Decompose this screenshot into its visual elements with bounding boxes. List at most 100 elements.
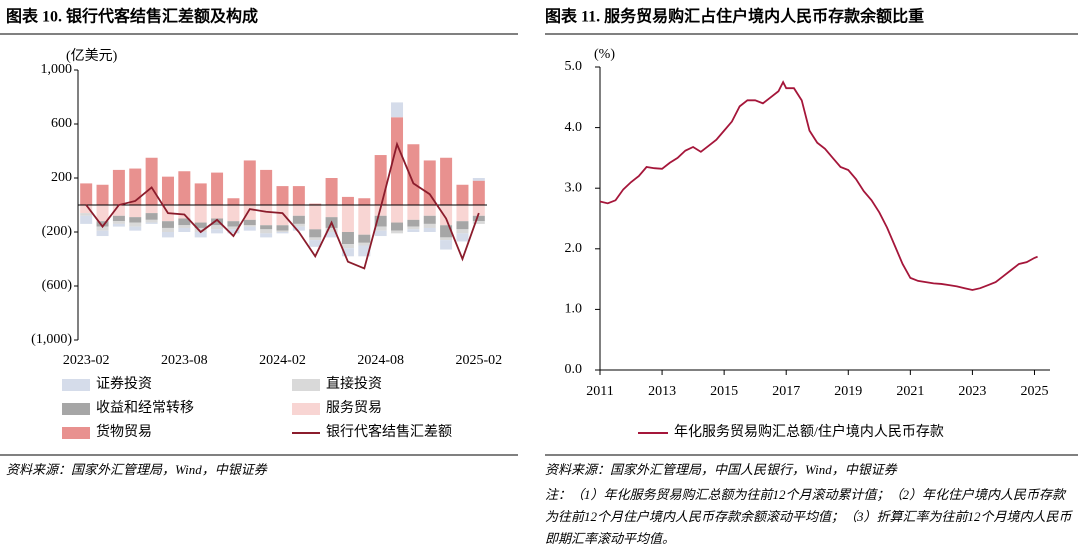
bar-segment (407, 219, 420, 227)
x-tick-label: 2023-08 (161, 353, 208, 368)
bar-segment (129, 222, 142, 227)
bar-segment (243, 160, 256, 205)
bar-segment (358, 242, 371, 246)
legend-swatch (62, 379, 90, 391)
bar-segment (211, 218, 224, 226)
bar-segment (260, 205, 273, 226)
bar-segment (112, 221, 125, 224)
bar-segment (161, 227, 174, 232)
bar-segment (194, 183, 207, 205)
bar-segment (145, 157, 158, 205)
y-tick-label: 3.0 (565, 180, 583, 195)
bar-segment (80, 215, 93, 224)
bar-segment (309, 229, 322, 238)
x-tick-label: 2023-02 (63, 353, 110, 368)
bar-segment (145, 213, 158, 220)
bar-segment (309, 240, 322, 247)
y-tick-label: 4.0 (565, 120, 583, 135)
bar-segment (243, 225, 256, 227)
y-tick-label: 2.0 (565, 241, 583, 256)
bar-segment (96, 221, 109, 227)
bar-segment (472, 215, 485, 222)
bar-segment (391, 230, 404, 234)
bar-segment (341, 205, 354, 232)
bar-segment (211, 205, 224, 219)
bar-segment (194, 232, 207, 238)
bar-segment (178, 218, 191, 226)
bar-segment (309, 237, 322, 241)
bar-segment (292, 223, 305, 227)
bar-segment (227, 205, 240, 222)
x-tick-label: 2021 (896, 384, 924, 399)
bar-segment (227, 198, 240, 205)
bar-segment (374, 230, 387, 237)
legend-label: 年化服务贸易购汇总额/住户境内人民币存款 (674, 423, 944, 440)
bar-segment (325, 227, 338, 232)
bar-segment (374, 155, 387, 205)
bar-segment (423, 227, 436, 232)
bar-segment (472, 221, 485, 224)
bar-segment (112, 205, 125, 216)
bar-segment (96, 184, 109, 205)
bar-segment (276, 230, 289, 232)
bar-segment (358, 205, 371, 235)
bar-segment (341, 232, 354, 245)
bar-segment (96, 230, 109, 237)
line (599, 80, 1038, 291)
y-tick-label: 1,000 (41, 62, 73, 77)
bar-segment (112, 223, 125, 227)
bar-segment (129, 205, 142, 218)
bar-segment (309, 203, 322, 205)
bar-segment (472, 205, 485, 216)
bar-segment (276, 205, 289, 226)
bar-segment (227, 226, 240, 230)
legend-label: 收益和经常转移 (96, 400, 194, 416)
legend-swatch (292, 379, 320, 391)
bar-segment (358, 234, 371, 243)
x-tick-label: 2024-08 (357, 353, 404, 368)
bar-segment (211, 172, 224, 205)
source: 资料来源：国家外汇管理局，中国人民银行，Wind，中银证券 (545, 462, 898, 477)
chart-title: 图表 11. 服务贸易购汇占住户境内人民币存款余额比重 (545, 7, 924, 26)
bar-segment (341, 248, 354, 257)
y-tick-label: (200) (42, 224, 73, 239)
bar-segment (391, 117, 404, 205)
bar-segment (440, 157, 453, 205)
bar-segment (456, 184, 469, 205)
bar-segment (391, 102, 404, 118)
y-tick-label: 200 (51, 170, 72, 185)
bar-segment (423, 205, 436, 216)
legend-swatch (62, 427, 90, 439)
bar-segment (260, 229, 273, 234)
x-tick-label: 2015 (710, 384, 738, 399)
bar-segment (456, 229, 469, 234)
bar-segment (211, 229, 224, 234)
bar-segment (440, 240, 453, 250)
y-tick-label: 600 (51, 116, 72, 131)
bar-segment (407, 229, 420, 232)
bar-segment (80, 213, 93, 216)
bar-segment (161, 232, 174, 238)
bar-segment (341, 196, 354, 205)
bar-segment (292, 215, 305, 224)
bar-segment (129, 168, 142, 205)
bar-segment (194, 222, 207, 228)
y-unit: (亿美元) (66, 48, 118, 64)
bar-segment (260, 169, 273, 205)
bar-segment (194, 205, 207, 223)
bar-segment (456, 233, 469, 242)
bar-segment (276, 232, 289, 234)
bar-segment (178, 205, 191, 219)
bar-segment (440, 237, 453, 241)
bar-segment (112, 169, 125, 205)
bar-segment (129, 226, 142, 231)
chart-title: 图表 10. 银行代客结售汇差额及构成 (6, 7, 258, 26)
bar-segment (472, 180, 485, 205)
bar-segment (391, 222, 404, 231)
y-tick-label: (600) (42, 278, 73, 293)
bar-segment (423, 215, 436, 224)
bar-segment (145, 222, 158, 224)
x-tick-label: 2019 (834, 384, 862, 399)
bar-segment (96, 205, 109, 222)
